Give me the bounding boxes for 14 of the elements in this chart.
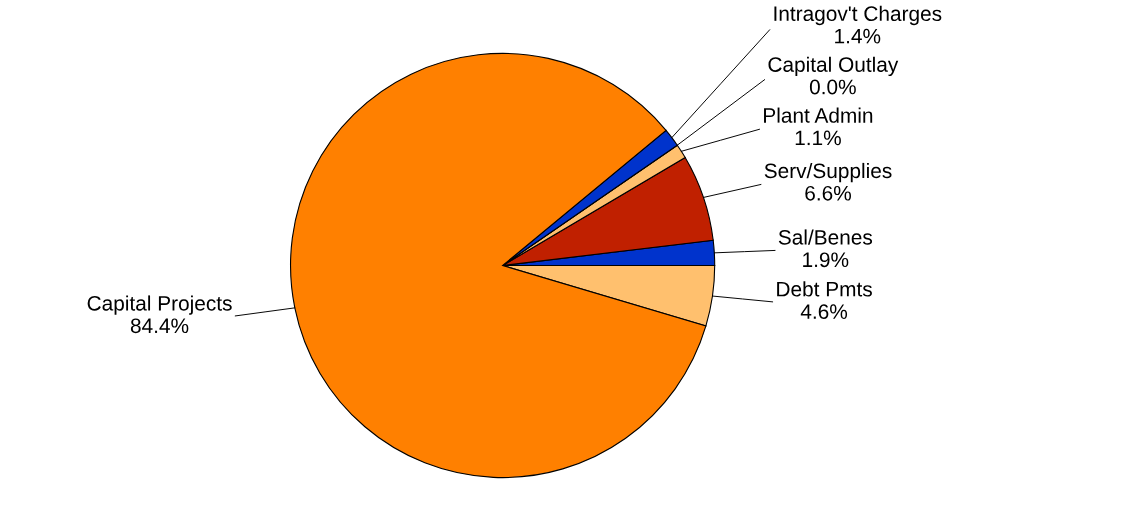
slice-label: Sal/Benes — [778, 229, 873, 245]
slice-label: Intragov't Charges — [774, 5, 942, 26]
text: 0.0% — [809, 79, 856, 95]
data-label: 1.4% — [835, 28, 881, 44]
data-label: 6.6% — [805, 185, 851, 201]
slice-label: Serv/Supplies — [764, 162, 892, 183]
data-label: 1.1% — [795, 130, 841, 146]
slice-label: Debt Pmts — [777, 281, 872, 297]
data-label: 4.6% — [800, 304, 848, 319]
data-label: 1.9% — [803, 252, 849, 268]
slice-label: Plant Admin — [764, 107, 873, 123]
category-label: Capital Outlay — [768, 56, 899, 77]
data-label: 84.4% — [130, 318, 189, 334]
slice-label: Capital Projects — [87, 295, 232, 315]
